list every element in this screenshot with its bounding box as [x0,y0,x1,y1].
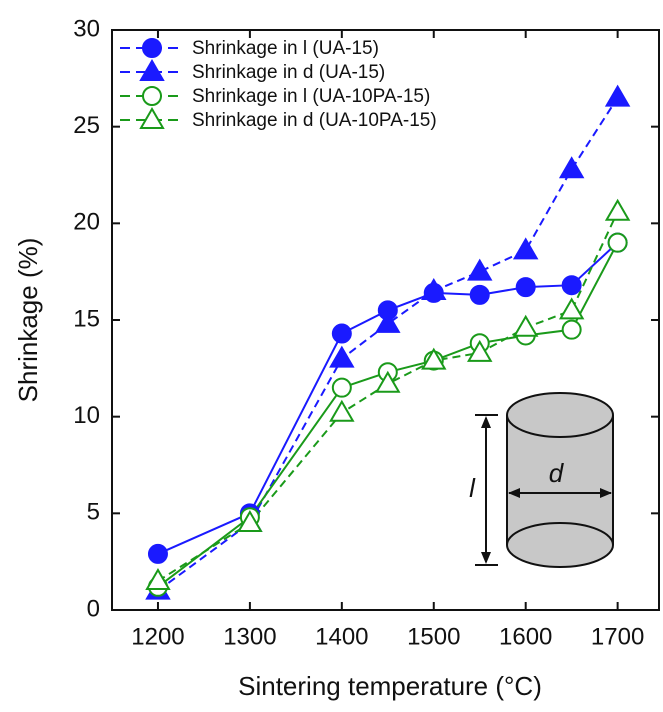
y-tick-label: 0 [87,595,100,622]
triangle-marker [329,345,355,368]
triangle-marker [512,237,539,260]
triangle-marker [375,370,401,393]
x-tick-label: 1500 [407,623,460,650]
y-tick-label: 15 [73,305,100,332]
legend-marker [142,38,162,58]
triangle-marker [421,278,447,300]
circle-marker [331,377,352,398]
circle-marker [147,543,168,564]
triangle-marker [466,258,493,281]
triangle-marker [145,568,171,590]
x-tick-label: 1700 [591,623,644,650]
arrowheads [508,488,612,498]
triangle-marker [512,314,539,337]
circle-marker [561,319,582,340]
legend-label: Shrinkage in d (UA-15) [192,62,385,83]
x-axis-label: Sintering temperature (°C) [238,671,542,701]
triangle-marker [237,510,263,532]
x-tick-label: 1300 [223,623,276,650]
triangle-marker [558,156,585,179]
annotation: d [549,458,565,488]
y-tick-label: 20 [73,209,100,236]
y-tick-label: 5 [87,499,100,526]
x-tick-label: 1200 [131,623,184,650]
cylinder [475,392,614,568]
x-tick-label: 1400 [315,623,368,650]
circle-marker [561,275,582,296]
triangle-marker [329,399,355,422]
legend-label: Shrinkage in d (UA-10PA-15) [192,110,437,131]
cylinder-bottom-back [506,522,614,546]
circle-marker [469,284,490,305]
cylinder-bottom [506,544,614,568]
legend-marker [142,86,162,106]
x-tick-label: 1600 [499,623,552,650]
circle-marker [515,277,536,298]
annotation: l [469,473,476,503]
legend-label: Shrinkage in l (UA-15) [192,38,379,59]
legend-marker [139,59,165,81]
triangle-marker [604,198,631,221]
circle-marker [607,232,628,253]
triangle-marker [421,347,447,370]
y-tick-label: 25 [73,112,100,139]
cylinder-top [506,392,614,438]
legend-label: Shrinkage in l (UA-10PA-15) [192,86,430,107]
triangle-marker [558,297,585,320]
y-tick-label: 10 [73,402,100,429]
triangle-marker [604,84,631,107]
triangle-marker [375,310,401,333]
circle-marker [331,323,352,344]
legend-marker [139,107,165,129]
y-axis-label: Shrinkage (%) [13,238,43,403]
triangle-marker [466,339,493,362]
y-tick-label: 30 [73,15,100,42]
